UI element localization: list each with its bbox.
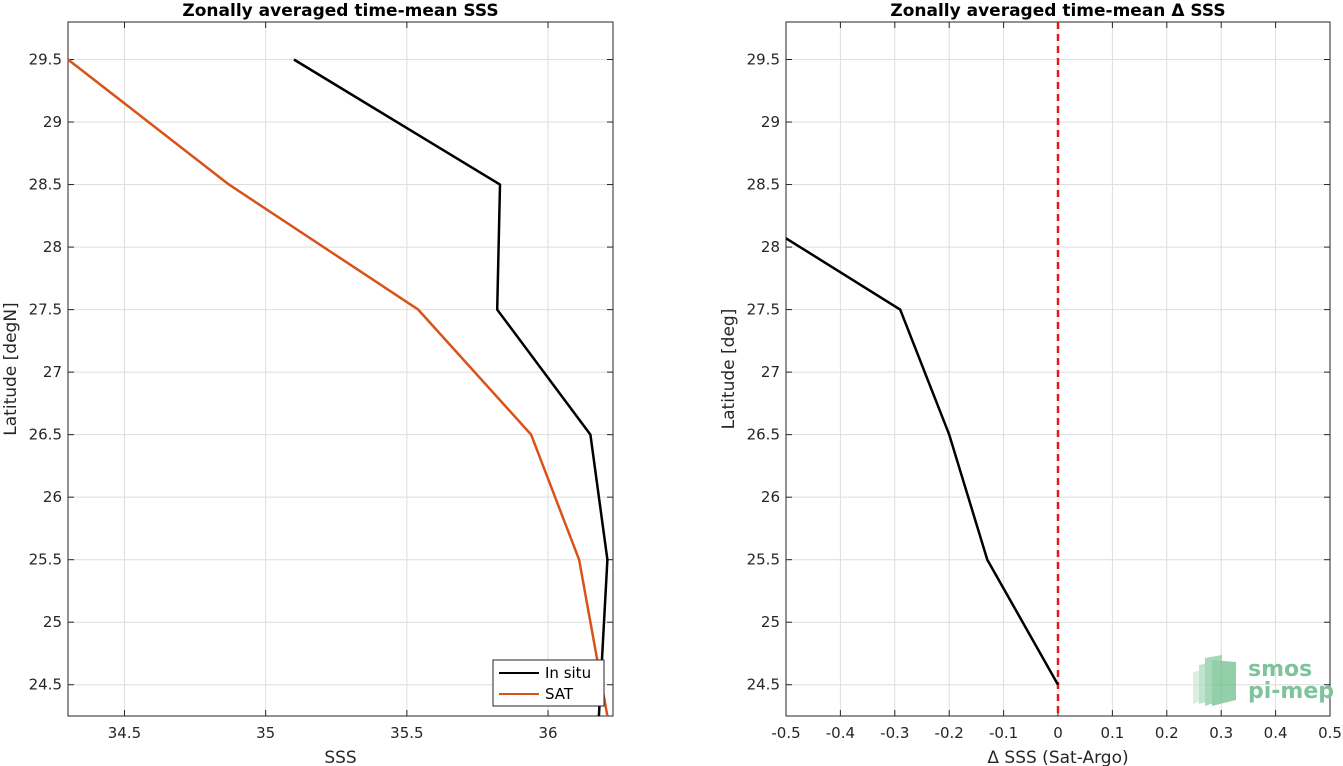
x-tick-label: 0.3	[1209, 724, 1233, 742]
legend-box	[492, 659, 605, 707]
y-tick-label: 25.5	[29, 551, 62, 569]
y-tick-label: 29	[761, 113, 780, 131]
logo-text-pi-mep: pi-mep	[1248, 679, 1334, 704]
x-tick-label: 34.5	[108, 724, 141, 742]
left-axes-box	[67, 21, 614, 717]
x-tick-label: 0.2	[1155, 724, 1179, 742]
logo-text-smos: smos	[1248, 657, 1312, 682]
y-tick-label: 26	[43, 488, 62, 506]
y-tick-label: 25	[43, 613, 62, 631]
y-tick-label: 29	[43, 113, 62, 131]
x-tick-label: 35	[256, 724, 275, 742]
legend: In situ SAT	[492, 659, 605, 707]
right-axes: -0.5 -0.4 -0.3 -0.2 -0.1 0 0.1 0.2 0.3 0.4 0.5 24.5…	[719, 1, 1342, 766]
y-tick-label: 26	[761, 488, 780, 506]
right-grid	[785, 22, 1331, 716]
left-y-axis-label: Latitude [degN]	[1, 302, 21, 435]
series-line-sat	[67, 58, 609, 717]
right-x-axis-label: Δ SSS (Sat-Argo)	[987, 748, 1128, 766]
x-tick-label: 0	[1053, 724, 1063, 742]
legend-label-sat: SAT	[545, 685, 574, 703]
y-tick-label: 27.5	[747, 301, 780, 319]
y-tick-label: 27	[43, 363, 62, 381]
x-tick-label: -0.2	[935, 724, 964, 742]
x-tick-label: -0.4	[826, 724, 855, 742]
y-tick-label: 26.5	[747, 426, 780, 444]
right-series	[785, 237, 1060, 686]
left-x-axis-label: SSS	[324, 748, 356, 766]
x-tick-label: -0.1	[989, 724, 1018, 742]
x-tick-label: 0.5	[1318, 724, 1342, 742]
y-tick-label: 29.5	[29, 51, 62, 69]
right-chart-title: Zonally averaged time-mean Δ SSS	[890, 1, 1225, 21]
legend-label-in-situ: In situ	[545, 664, 591, 682]
series-line-in-situ	[293, 58, 609, 717]
x-tick-label: -0.3	[880, 724, 909, 742]
left-grid	[68, 22, 613, 716]
y-tick-label: 28.5	[29, 176, 62, 194]
series-line-delta-sss	[785, 237, 1060, 686]
x-tick-label: 0.4	[1264, 724, 1288, 742]
y-tick-label: 27	[761, 363, 780, 381]
left-axes: 34.5 35 35.5 36 24.5 25 25.5 26 26.5 27 27.5 28 28.5…	[1, 1, 614, 766]
y-tick-label: 27.5	[29, 301, 62, 319]
y-tick-label: 25.5	[747, 551, 780, 569]
y-tick-label: 28	[761, 238, 780, 256]
y-tick-label: 24.5	[747, 676, 780, 694]
left-chart-title: Zonally averaged time-mean SSS	[182, 1, 498, 21]
y-tick-label: 25	[761, 613, 780, 631]
right-ticks: -0.5 -0.4 -0.3 -0.2 -0.1 0 0.1 0.2 0.3 0.4 0.5 24.5…	[747, 22, 1342, 742]
x-tick-label: 36	[539, 724, 558, 742]
y-tick-label: 24.5	[29, 676, 62, 694]
logo-mark-icon	[1193, 655, 1236, 706]
x-tick-label: 35.5	[390, 724, 423, 742]
y-tick-label: 28.5	[747, 176, 780, 194]
y-tick-label: 29.5	[747, 51, 780, 69]
right-y-axis-label: Latitude [deg]	[719, 309, 739, 430]
left-ticks: 34.5 35 35.5 36 24.5 25 25.5 26 26.5 27 27.5 28 28.5…	[29, 22, 613, 742]
y-tick-label: 28	[43, 238, 62, 256]
y-tick-label: 26.5	[29, 426, 62, 444]
x-tick-label: -0.5	[771, 724, 800, 742]
left-series	[67, 58, 609, 717]
smos-pi-mep-logo: smos pi-mep	[1193, 655, 1334, 706]
x-tick-label: 0.1	[1100, 724, 1124, 742]
